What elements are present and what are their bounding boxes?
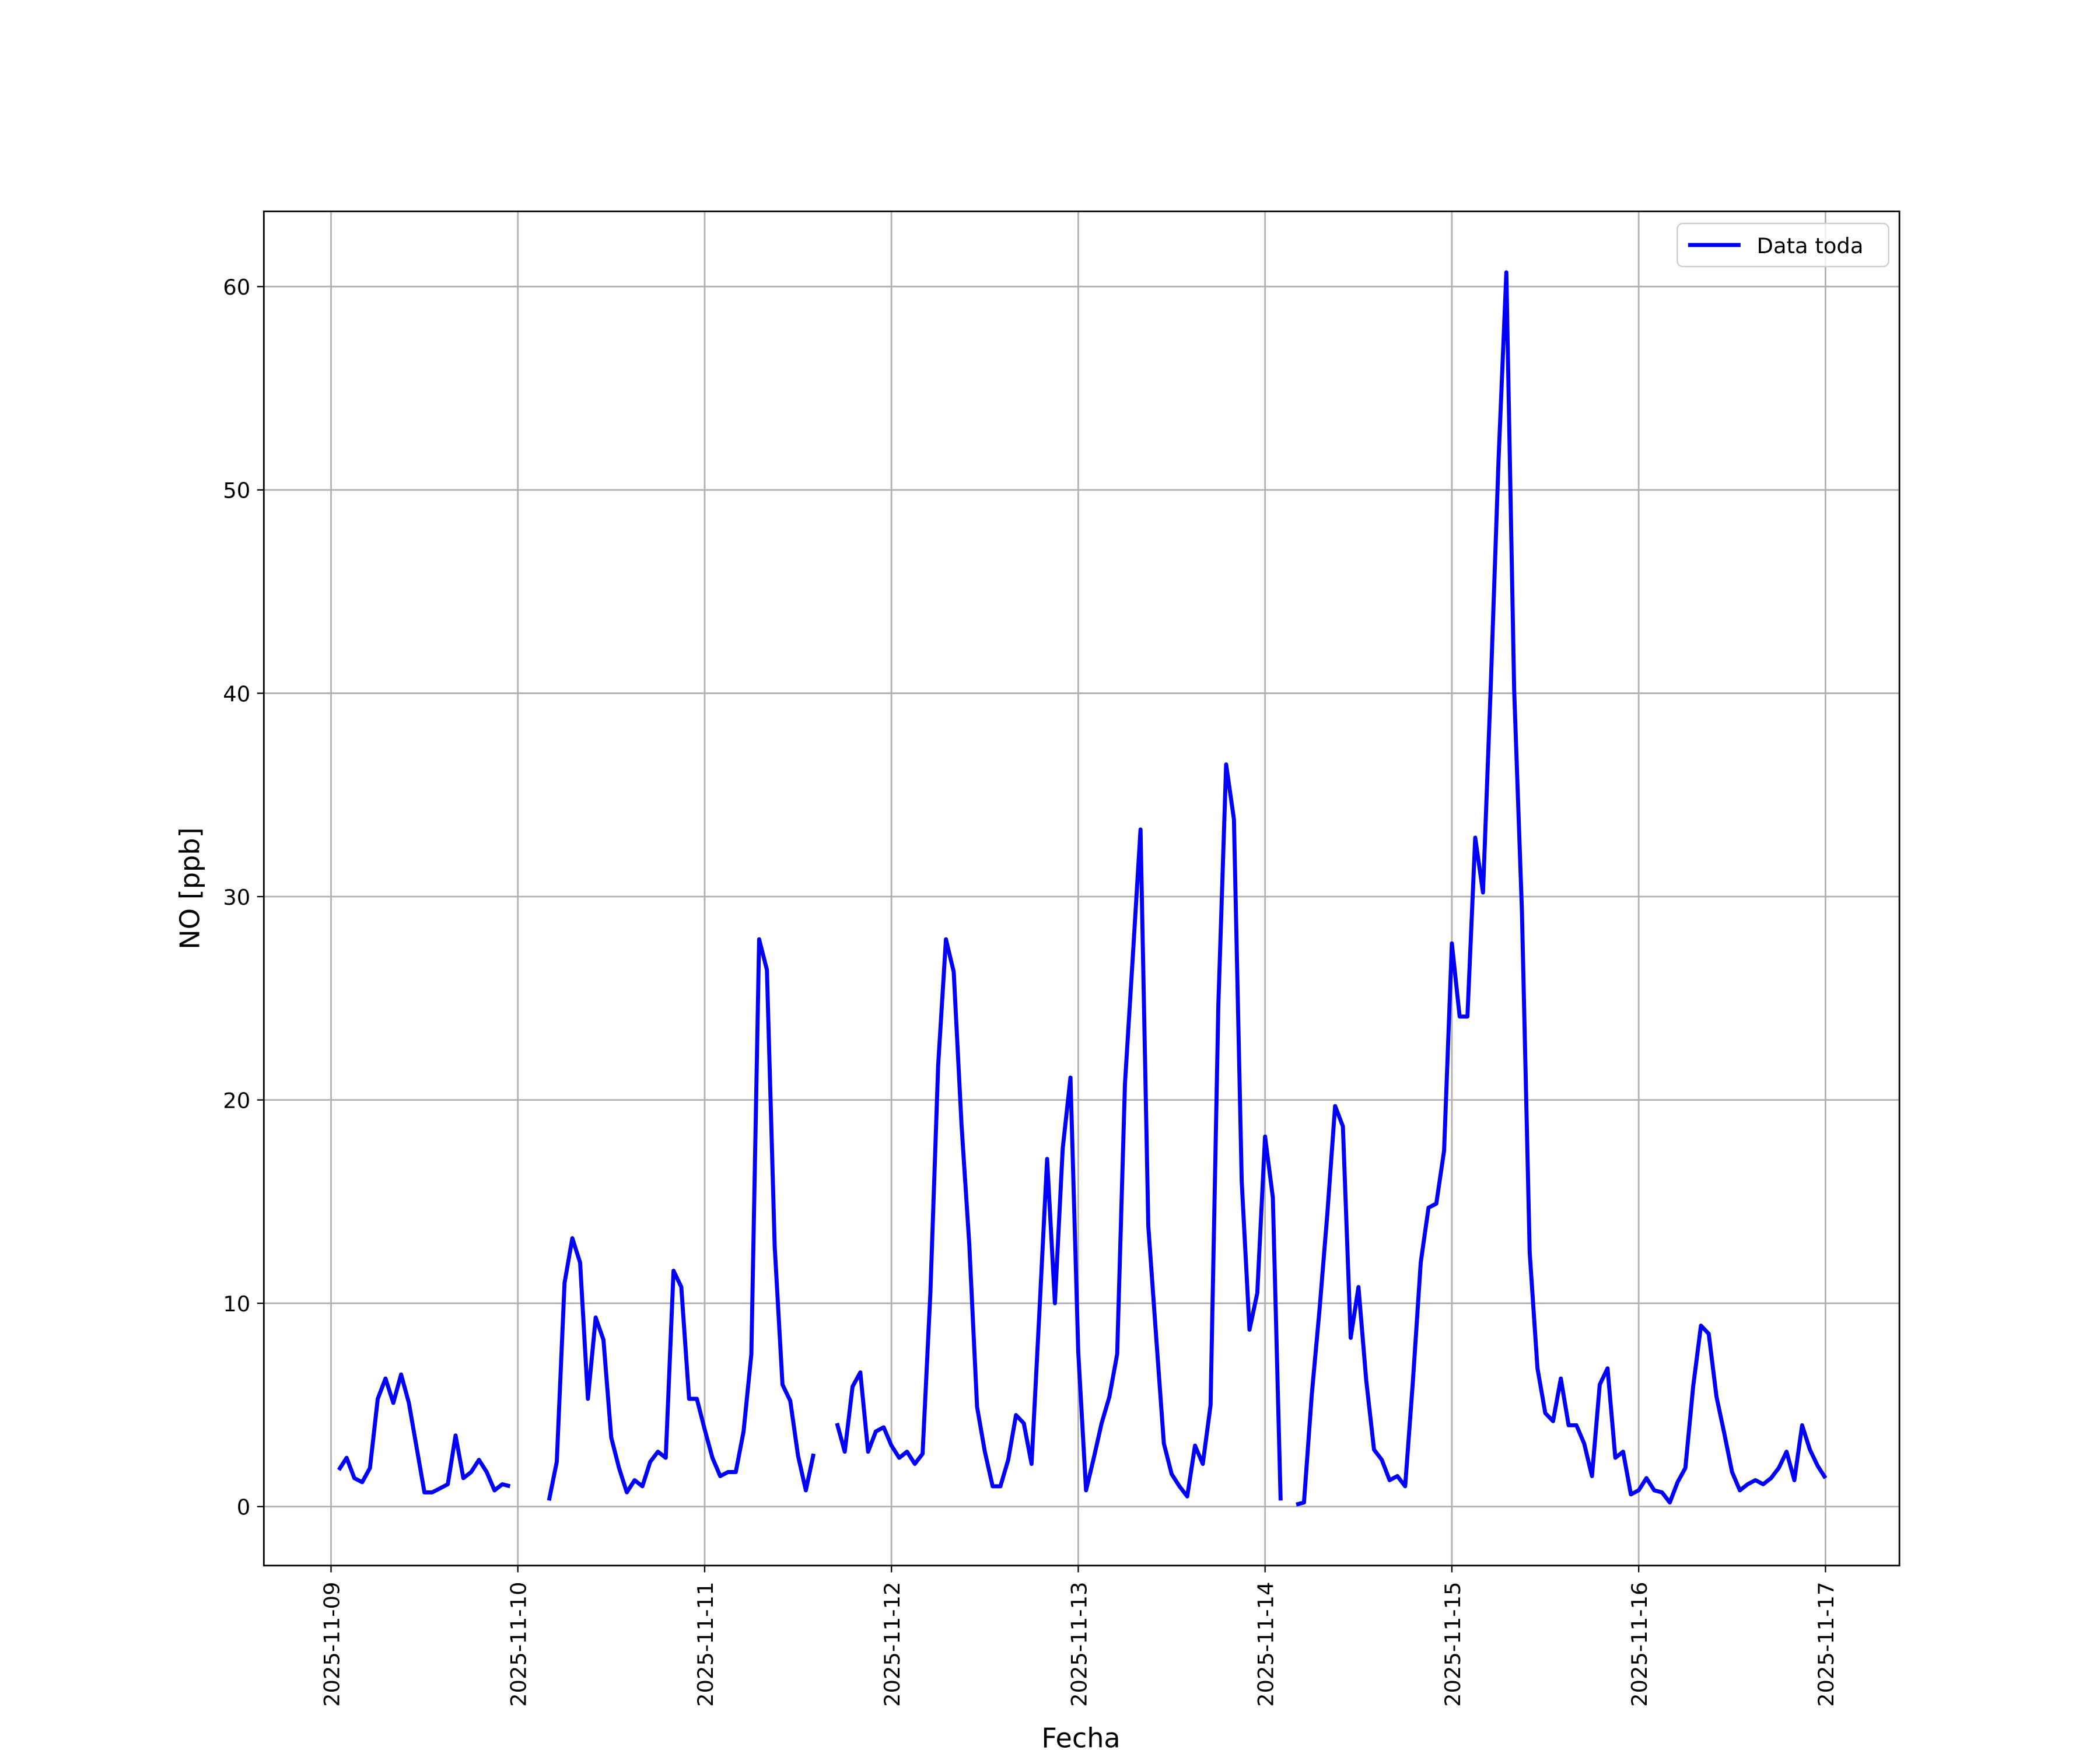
x-tick-label: 2025-11-10	[506, 1582, 531, 1707]
axes-frame	[262, 210, 1901, 1567]
grid	[264, 211, 1900, 1566]
y-tick-label: 30	[223, 885, 250, 910]
y-tick-label: 0	[237, 1495, 250, 1520]
legend-label: Data toda	[1757, 233, 1864, 258]
legend: Data toda	[1676, 222, 1889, 268]
plot-area	[337, 270, 1828, 1507]
data-line	[337, 270, 1828, 1507]
x-axis-label: Fecha	[1041, 1722, 1120, 1750]
x-tick-label: 2025-11-12	[880, 1582, 905, 1707]
x-tick-label: 2025-11-13	[1066, 1582, 1091, 1707]
y-axis-label: NO [ppb]	[174, 827, 206, 949]
y-tick-label: 10	[223, 1292, 250, 1317]
x-tick-label: 2025-11-16	[1627, 1582, 1652, 1707]
y-tick-label: 20	[223, 1088, 250, 1113]
x-tick-label: 2025-11-11	[693, 1582, 718, 1707]
x-tick-label: 2025-11-09	[319, 1582, 344, 1707]
ticks: 0 10 20 30 40 50 60 2025-11-09 2025-11-10 2025-11…	[223, 275, 1839, 1707]
x-tick-label: 2025-11-15	[1440, 1582, 1465, 1707]
y-tick-label: 60	[223, 275, 250, 300]
x-tick-label: 2025-11-17	[1814, 1582, 1839, 1707]
x-tick-label: 2025-11-14	[1254, 1582, 1279, 1707]
legend-box	[1676, 222, 1889, 268]
y-tick-label: 50	[223, 478, 250, 503]
y-tick-label: 40	[223, 681, 250, 706]
